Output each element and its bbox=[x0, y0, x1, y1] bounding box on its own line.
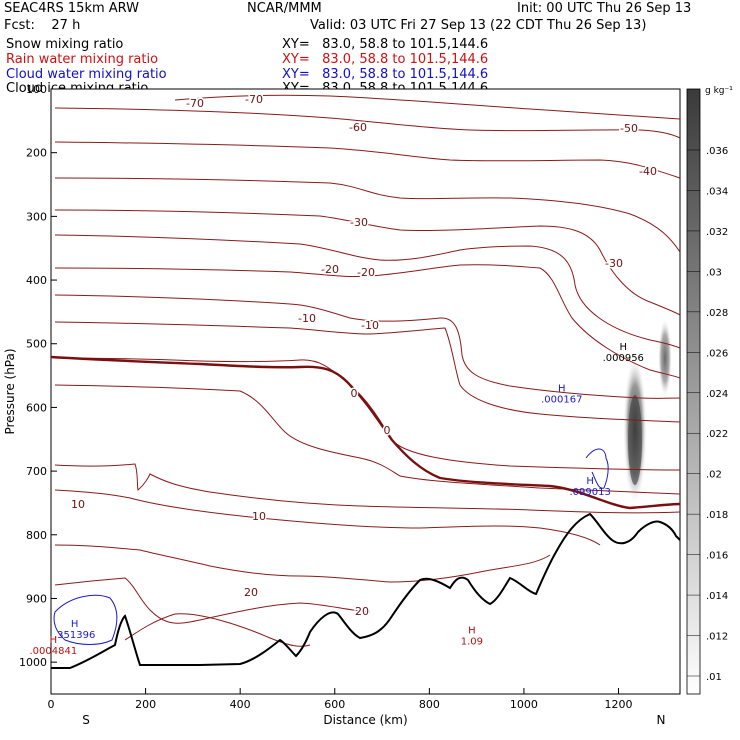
extremum-value: 1.09 bbox=[461, 637, 483, 648]
colorbar-label: .034 bbox=[706, 186, 728, 197]
colorbar-label: .028 bbox=[706, 308, 728, 319]
annotations: -70 -70 -60 -50 -40 -30 -30 -20 -20 -10 -10 0 0 10 10 2… bbox=[30, 92, 659, 658]
temperature-contours bbox=[54, 94, 681, 647]
extremum-mark: H bbox=[619, 342, 627, 353]
extremum-value: .099013 bbox=[569, 487, 610, 498]
colorbar-label: .032 bbox=[706, 227, 728, 238]
extremum-mark: H bbox=[558, 384, 566, 395]
colorbar-label: .024 bbox=[706, 389, 728, 400]
extremum-value: .351396 bbox=[54, 630, 95, 641]
colorbar-labels: .036 .034 .032 .03 .028 .026 .024 .022 .02 .018 .0… bbox=[687, 146, 728, 683]
x-tick-label: 0 bbox=[48, 698, 55, 711]
colorbar-label: .026 bbox=[706, 348, 728, 359]
temperature-contour-label: 0 bbox=[384, 424, 391, 437]
temperature-contour-label: -30 bbox=[605, 257, 623, 270]
zero-degree-contour bbox=[50, 355, 681, 510]
y-tick-label: 200 bbox=[26, 147, 47, 160]
extremum-value: .000956 bbox=[603, 353, 644, 364]
temperature-contour-label: 0 bbox=[351, 387, 358, 400]
colorbar-label: .03 bbox=[706, 267, 722, 278]
model-name: SEAC4RS 15km ARW bbox=[4, 1, 140, 16]
extremum-value: .000167 bbox=[541, 395, 582, 406]
temperature-contour-label: -20 bbox=[321, 263, 339, 276]
colorbar-label: .022 bbox=[706, 429, 728, 440]
temperature-contour-label: 10 bbox=[71, 498, 85, 511]
extremum-value: .0004841 bbox=[30, 646, 78, 657]
y-axis-title: Pressure (hPa) bbox=[3, 348, 17, 434]
x-axis-title: Distance (km) bbox=[323, 713, 407, 727]
colorbar-label: .036 bbox=[706, 146, 728, 157]
valid-time: Valid: 03 UTC Fri 27 Sep 13 (22 CDT Thu … bbox=[310, 18, 647, 33]
field-3-xy: XY= 83.0, 58.8 to 101.5,144.6 bbox=[282, 67, 489, 82]
y-tick-label: 1000 bbox=[19, 656, 47, 669]
north-label: N bbox=[657, 713, 666, 727]
temperature-contour-label: -40 bbox=[639, 165, 657, 178]
field-2-xy: XY= 83.0, 58.8 to 101.5,144.6 bbox=[282, 52, 489, 67]
extremum-mark: H bbox=[50, 635, 58, 646]
colorbar-label: .012 bbox=[706, 632, 728, 643]
colorbar-label: .018 bbox=[706, 510, 728, 521]
temperature-contour-label: -70 bbox=[186, 97, 204, 110]
extremum-mark: H bbox=[468, 626, 476, 637]
cloud-ice-shading bbox=[623, 318, 672, 505]
field-1-name: Snow mixing ratio bbox=[6, 37, 124, 52]
temperature-contour-label: -70 bbox=[245, 93, 263, 106]
extremum-mark: H bbox=[71, 619, 79, 630]
x-tick-label: 800 bbox=[419, 698, 440, 711]
y-tick-label: 500 bbox=[26, 338, 47, 351]
y-tick-label: 700 bbox=[26, 465, 47, 478]
field-3-name: Cloud water mixing ratio bbox=[6, 67, 167, 82]
south-label: S bbox=[82, 713, 90, 727]
temperature-contour-label: -10 bbox=[298, 312, 316, 325]
temperature-contour-label: 20 bbox=[244, 586, 258, 599]
terrain-profile bbox=[51, 512, 681, 669]
temperature-contour-label: 20 bbox=[355, 605, 369, 618]
colorbar-label: .01 bbox=[706, 672, 722, 683]
x-tick-label: 600 bbox=[324, 698, 345, 711]
temperature-contour-label: -60 bbox=[349, 121, 367, 134]
x-tick-label: 1000 bbox=[510, 698, 538, 711]
y-tick-label: 800 bbox=[26, 529, 47, 542]
temperature-contour-label: 10 bbox=[252, 510, 266, 523]
field-1-xy: XY= 83.0, 58.8 to 101.5,144.6 bbox=[282, 37, 489, 52]
x-tick-label: 200 bbox=[135, 698, 156, 711]
plot-area bbox=[50, 88, 681, 695]
field-2-name: Rain water mixing ratio bbox=[6, 52, 159, 67]
temperature-contour-label: -20 bbox=[357, 266, 375, 279]
colorbar-unit: g kg⁻¹ bbox=[705, 86, 733, 96]
temperature-contour-label: -10 bbox=[361, 319, 379, 332]
forecast-hour: Fcst: 27 h bbox=[4, 18, 81, 33]
extremum-mark: H bbox=[586, 476, 594, 487]
colorbar-label: .014 bbox=[706, 591, 728, 602]
center-name: NCAR/MMM bbox=[247, 1, 322, 16]
y-tick-label: 400 bbox=[26, 274, 47, 287]
cloud-water-contours bbox=[53, 448, 609, 645]
y-tick-label: 300 bbox=[26, 210, 47, 223]
axes-group: 0 200 400 600 800 1000 12001002003004005006007… bbox=[3, 83, 665, 727]
y-tick-label: 600 bbox=[26, 401, 47, 414]
y-tick-label: 900 bbox=[26, 592, 47, 605]
y-tick-label: 100 bbox=[26, 83, 47, 96]
colorbar bbox=[686, 88, 701, 695]
x-tick-label: 400 bbox=[230, 698, 251, 711]
colorbar-label: .016 bbox=[706, 551, 728, 562]
temperature-contour-label: -30 bbox=[350, 216, 368, 229]
colorbar-label: .02 bbox=[706, 470, 722, 481]
x-tick-label: 1200 bbox=[605, 698, 633, 711]
temperature-contour-label: -50 bbox=[620, 122, 638, 135]
init-time: Init: 00 UTC Thu 26 Sep 13 bbox=[517, 1, 692, 16]
